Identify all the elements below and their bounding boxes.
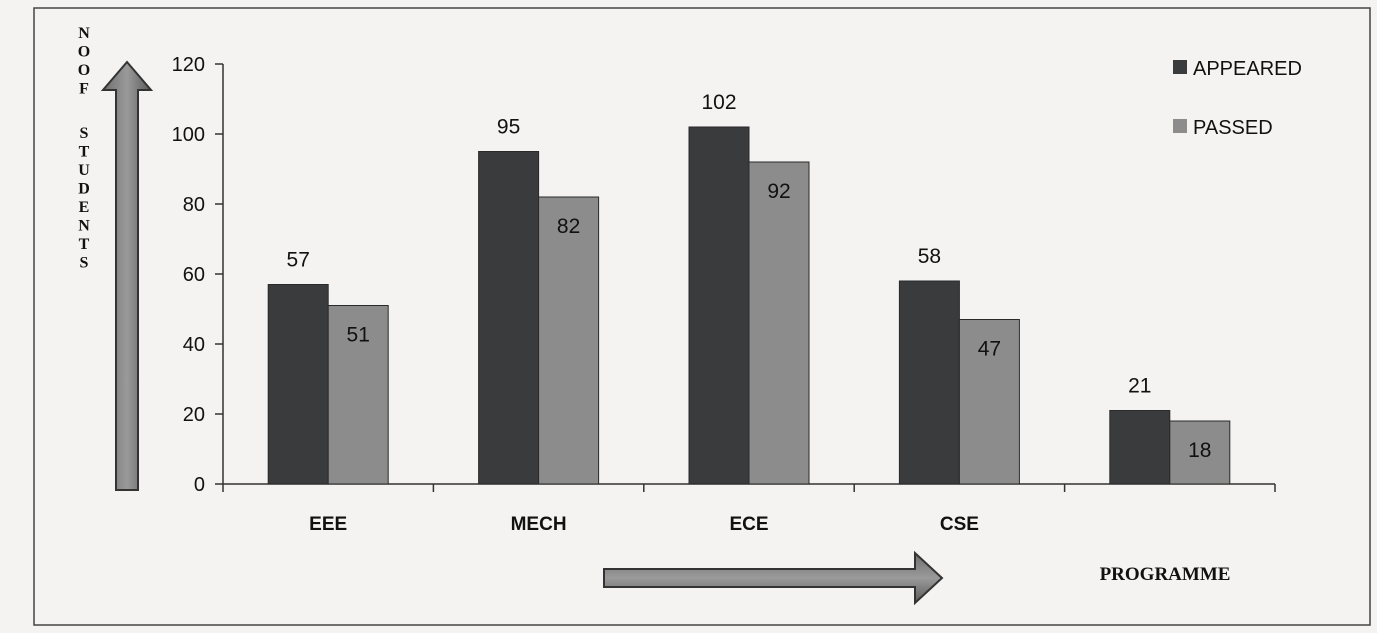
bar-passed-ece [748, 161, 810, 485]
bar-passed-mech [538, 196, 600, 485]
data-label-appeared: 58 [918, 245, 941, 268]
y-axis-label-letter: N [78, 25, 90, 42]
legend-swatch-passed [1173, 119, 1187, 133]
bar-appeared-mech [478, 151, 540, 485]
y-tick-label: 40 [183, 334, 205, 356]
category-label: CSE [940, 514, 979, 535]
y-axis-label-letter: T [79, 144, 90, 161]
y-axis-label-letter: N [78, 218, 90, 235]
bar-appeared-cat4 [1109, 410, 1171, 485]
bar-passed-cat4 [1169, 420, 1231, 485]
y-tick-label: 60 [183, 264, 205, 286]
y-axis-label-letter: T [79, 236, 90, 253]
data-label-passed: 82 [557, 215, 580, 238]
y-axis-label-letter: U [78, 162, 90, 179]
y-tick-label: 120 [172, 54, 205, 76]
legend: APPEARED PASSED [1173, 58, 1302, 139]
bar-passed-eee [327, 305, 389, 485]
legend-swatch-appeared [1173, 60, 1187, 74]
data-label-appeared: 95 [497, 116, 520, 139]
y-axis-ticks: 0 20 40 60 80 100 120 [172, 54, 223, 496]
category-labels-group: EEE MECH ECE CSE [309, 514, 979, 535]
up-arrow-icon [100, 60, 154, 491]
bar-appeared-ece [688, 126, 750, 485]
legend-label-appeared: APPEARED [1193, 58, 1302, 80]
y-axis-label-letter: S [80, 125, 89, 142]
y-tick-label: 80 [183, 194, 205, 216]
category-label: ECE [729, 514, 768, 535]
y-axis-label-letter: O [78, 62, 90, 79]
y-axis-label-letter: S [80, 255, 89, 272]
y-axis-label-letter: D [78, 181, 90, 198]
y-tick-label: 100 [172, 124, 205, 146]
x-axis-label: PROGRAMME [1100, 564, 1231, 585]
y-axis-label-letter: F [79, 81, 89, 98]
data-label-appeared: 57 [287, 249, 310, 272]
data-labels-group: 57 51 95 82 102 92 58 47 21 18 [287, 91, 1212, 462]
data-label-passed: 51 [347, 324, 370, 347]
right-arrow-icon [603, 550, 944, 606]
x-axis-ticks [222, 484, 1276, 492]
category-label: MECH [511, 514, 567, 535]
chart-frame [33, 7, 1371, 626]
bar-appeared-eee [267, 284, 329, 485]
bar-passed-cse [958, 319, 1020, 485]
data-label-appeared: 21 [1128, 375, 1151, 398]
y-tick-label: 0 [194, 474, 205, 496]
data-label-appeared: 102 [701, 91, 736, 114]
bar-appeared-cse [898, 280, 960, 485]
legend-label-passed: PASSED [1193, 117, 1273, 139]
data-label-passed: 92 [767, 180, 790, 203]
data-label-passed: 47 [978, 338, 1001, 361]
category-label: EEE [309, 514, 347, 535]
y-axis-label-letter: O [78, 44, 90, 61]
data-label-passed: 18 [1188, 439, 1211, 462]
y-tick-label: 20 [183, 404, 205, 426]
y-axis-label-letter: E [79, 199, 90, 216]
bars-group [267, 126, 1231, 485]
